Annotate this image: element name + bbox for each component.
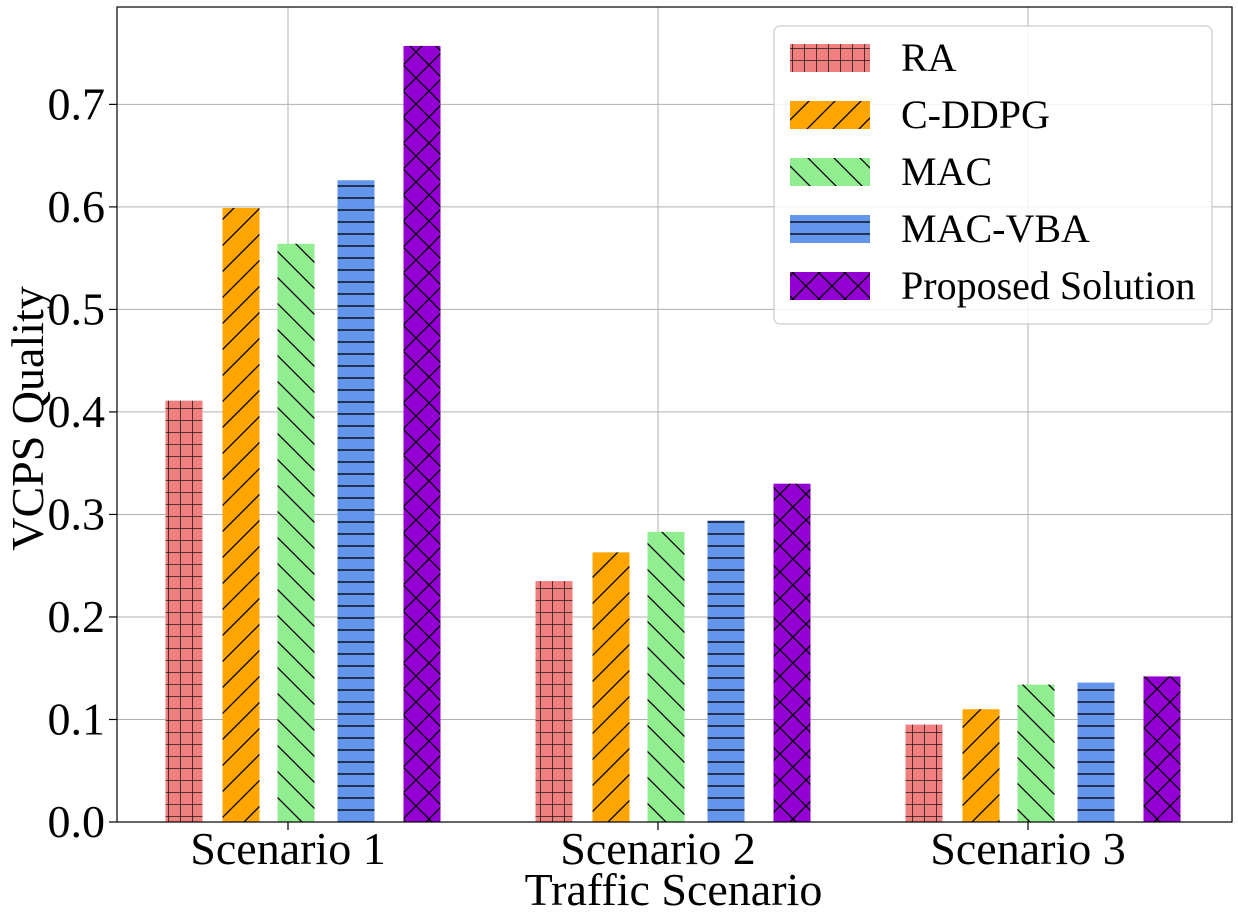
y-tick-label: 0.3 [48, 488, 106, 539]
bar-hatch [1143, 676, 1181, 822]
bars [165, 45, 1181, 823]
bar-hatch [707, 520, 745, 822]
bar [1143, 676, 1181, 822]
x-axis-ticks: Scenario 1 Scenario 2 Scenario 3 [190, 822, 1126, 874]
bar-hatch [222, 207, 260, 823]
plot-frame [116, 6, 1233, 823]
legend-label: MAC-VBA [901, 206, 1090, 251]
y-tick-label: 0.4 [48, 386, 106, 437]
bar [773, 483, 811, 822]
bar-hatch [403, 45, 441, 822]
bar-hatch [165, 400, 203, 822]
legend-box [773, 25, 1213, 325]
bar-hatch [1017, 684, 1055, 822]
legend-item: Proposed Solution [790, 263, 1195, 308]
bar [905, 724, 943, 822]
y-tick-label: 0.6 [48, 181, 106, 232]
legend-item: MAC-VBA [790, 206, 1090, 251]
legend-label: C-DDPG [901, 92, 1050, 137]
bar [403, 45, 441, 822]
y-tick-label: 0.2 [48, 591, 106, 642]
legend-label: MAC [901, 149, 992, 194]
y-tick-label: 0.7 [48, 78, 106, 129]
bar-hatch [592, 552, 630, 822]
bar-hatch [962, 709, 1000, 822]
y-axis-ticks: 0.0 0.1 0.2 0.3 0.4 0.5 0.6 0.7 [48, 78, 117, 847]
y-tick-label: 0.1 [48, 693, 106, 744]
legend-item: MAC [790, 149, 992, 194]
legend-swatch-hatch [790, 215, 870, 243]
bar [592, 552, 630, 822]
y-tick-label: 0.0 [48, 796, 106, 847]
legend-label: RA [901, 35, 957, 80]
legend-item: C-DDPG [790, 92, 1050, 137]
bar [277, 243, 315, 822]
legend-item: RA [790, 35, 957, 80]
bar [647, 531, 685, 822]
y-axis-title: VCPS Quality [2, 286, 53, 551]
bar [222, 207, 260, 823]
bar [1077, 682, 1115, 822]
bar [337, 180, 375, 822]
x-tick-label: Scenario 2 [560, 823, 755, 874]
bar-hatch [647, 531, 685, 822]
legend-swatch-hatch [790, 272, 870, 300]
x-tick-label: Scenario 1 [190, 823, 385, 874]
legend-label: Proposed Solution [901, 263, 1195, 308]
bar [535, 581, 573, 822]
bar-hatch [535, 581, 573, 822]
x-tick-label: Scenario 3 [930, 823, 1125, 874]
legend-swatch-hatch [790, 158, 870, 186]
legend: RA C-DDPG MAC MAC-VBA Proposed Solution [773, 25, 1213, 325]
legend-swatch-hatch [790, 44, 870, 72]
legend-swatch-hatch [790, 101, 870, 129]
bar [707, 520, 745, 822]
bar-hatch [905, 724, 943, 822]
bar [962, 709, 1000, 822]
bar-hatch [337, 180, 375, 822]
y-tick-label: 0.5 [48, 283, 106, 334]
bar-hatch [277, 243, 315, 822]
bar-hatch [773, 483, 811, 822]
bar [1017, 684, 1055, 822]
bar [165, 400, 203, 822]
bar-hatch [1077, 682, 1115, 822]
x-axis-title: Traffic Scenario [525, 864, 823, 915]
